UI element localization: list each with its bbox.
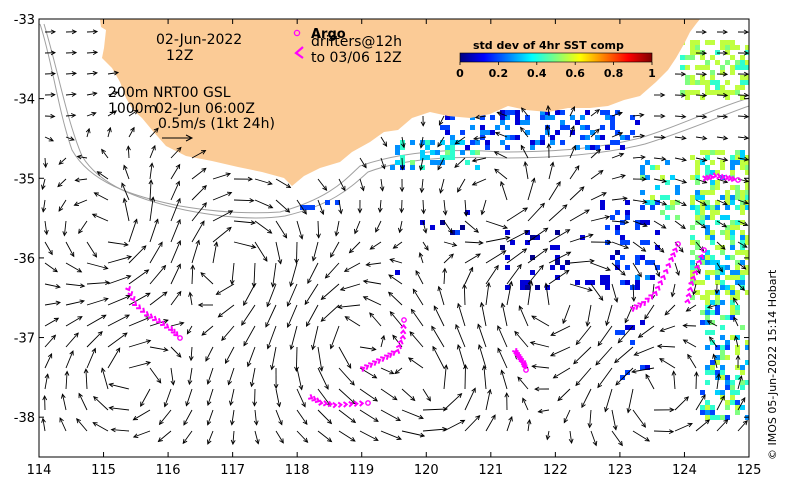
bathymetry-contours — [39, 23, 749, 301]
depth-1000-label: 1000m — [108, 101, 157, 117]
colorbar-title: std dev of 4hr SST comp — [473, 39, 624, 52]
colorbar-tick-label: 0.8 — [604, 67, 624, 80]
x-tick-label: 119 — [349, 463, 374, 478]
x-tick-label: 118 — [285, 463, 310, 478]
x-tick-label: 125 — [737, 463, 762, 478]
x-tick-label: 124 — [672, 463, 697, 478]
x-axis: 114 115 116 117 118 119 120 121 122 123 124 125 — [27, 19, 762, 478]
colorbar-tick-label: 0.2 — [489, 67, 509, 80]
drifters-label-line2: to 03/06 12Z — [311, 50, 402, 66]
drifter-arrow-marker — [294, 46, 304, 59]
y-tick-label: -34 — [14, 93, 35, 108]
y-tick-label: -35 — [14, 172, 35, 187]
x-tick-label: 115 — [91, 463, 116, 478]
argo-label: Argo — [311, 27, 346, 42]
time-label: 12Z — [166, 48, 193, 64]
y-tick-label: -33 — [14, 13, 35, 28]
date-label: 02-Jun-2022 — [156, 32, 242, 48]
colorbar-tick-label: 0 — [456, 67, 464, 80]
y-tick-label: -38 — [14, 411, 35, 426]
colorbar-ticks: 0 0.2 0.4 0.6 0.8 1 — [456, 62, 656, 80]
current-vector-field — [41, 29, 749, 447]
scale-label: 0.5m/s (1kt 24h) — [158, 116, 275, 132]
colorbar-tick-label: 0.6 — [565, 67, 585, 80]
argo-marker — [293, 29, 301, 37]
credit-text: © IMOS 05-Jun-2022 15:14 Hobart — [766, 269, 779, 460]
x-tick-label: 123 — [607, 463, 632, 478]
colorbar — [459, 52, 653, 63]
x-tick-label: 114 — [27, 463, 52, 478]
x-tick-label: 122 — [543, 463, 568, 478]
product-label: NRT00 GSL — [153, 85, 231, 101]
drifters-label-line1: drifters@12h — [311, 34, 402, 50]
y-tick-label: -37 — [14, 332, 35, 347]
x-tick-label: 116 — [156, 463, 181, 478]
x-tick-label: 121 — [478, 463, 503, 478]
drifter-tracks — [125, 172, 741, 409]
analysis-time-label: 02-Jun 06:00Z — [155, 101, 255, 117]
plot-frame — [38, 18, 750, 458]
sst-stddev-layer — [300, 40, 749, 420]
x-tick-label: 117 — [220, 463, 245, 478]
y-tick-label: -36 — [14, 252, 35, 267]
y-axis: -33 -34 -35 -36 -37 -38 — [14, 13, 749, 426]
depth-200-label: 200m — [108, 85, 148, 101]
colorbar-tick-label: 0.4 — [527, 67, 547, 80]
scale-arrow — [162, 134, 194, 142]
x-tick-label: 120 — [414, 463, 439, 478]
colorbar-tick-label: 1 — [648, 67, 656, 80]
